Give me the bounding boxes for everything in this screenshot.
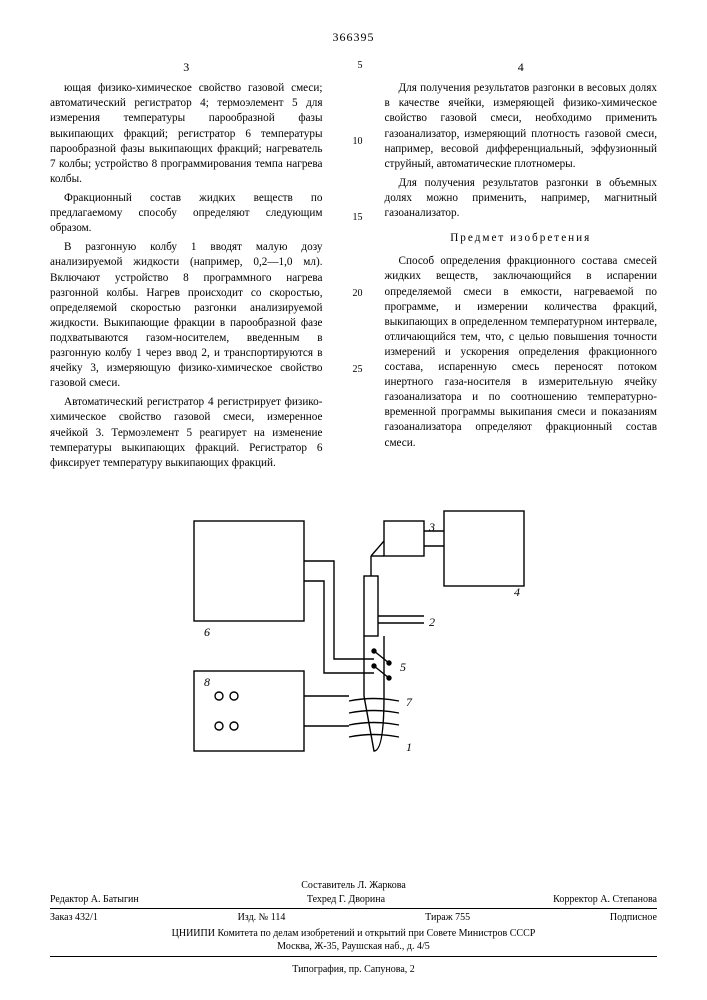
label-3-icon: 3 [428,520,435,534]
left-para-4: Автоматический регистратор 4 регистрируе… [50,395,323,471]
left-para-2: Фракционный состав жидких веществ по пре… [50,191,323,236]
footer-izd: Изд. № 114 [238,911,286,925]
box-3 [384,521,424,556]
box-4 [444,511,524,586]
label-6-icon: 6 [204,625,210,639]
box-6 [194,521,304,621]
label-8-icon: 8 [204,675,210,689]
label-7-icon: 7 [406,695,413,709]
line-numbers: 5 10 15 20 25 [345,59,363,475]
line-num: 10 [345,135,363,211]
footer-techred: Техред Г. Дворина [307,893,385,907]
schematic-svg: 3 4 2 5 7 1 6 8 [174,501,534,801]
subject-title: Предмет изобретения [385,231,658,246]
left-column: 3 ющая физико-химическое свойство газово… [50,59,323,475]
patent-page: 366395 3 ющая физико-химическое свойство… [0,0,707,1000]
footer-address: Москва, Ж-35, Раушская наб., д. 4/5 [50,940,657,954]
footer-tiraz: Тираж 755 [425,911,470,925]
footer-order: Заказ 432/1 [50,911,98,925]
label-4-icon: 4 [514,585,520,599]
line-num: 15 [345,211,363,287]
footer: Составитель Л. Жаркова Редактор А. Батыг… [50,877,657,976]
text-columns: 3 ющая физико-химическое свойство газово… [50,59,657,475]
label-1-icon: 1 [406,740,412,754]
right-column: 4 Для получения результатов разгонки в в… [385,59,658,475]
left-para-3: В разгонную колбу 1 вводят малую дозу ан… [50,240,323,391]
label-2-icon: 2 [429,615,435,629]
footer-compiler: Составитель Л. Жаркова [50,879,657,893]
footer-editor: Редактор А. Батыгин [50,893,139,907]
measuring-cell [364,576,378,636]
line-num: 25 [345,363,363,439]
footer-podpisnoe: Подписное [610,911,657,925]
left-para-1: ющая физико-химическое свойство газовой … [50,81,323,187]
box-8 [194,671,304,751]
right-para-2: Для получения результатов разгонки в объ… [385,176,658,221]
heater-coil [349,698,399,737]
document-number: 366395 [50,30,657,45]
line-num: 20 [345,287,363,363]
footer-org: ЦНИИПИ Комитета по делам изобретений и о… [50,927,657,941]
footer-corrector: Корректор А. Степанова [553,893,657,907]
line-num: 5 [345,59,363,135]
label-5-icon: 5 [400,660,406,674]
right-para-1: Для получения результатов разгонки в вес… [385,81,658,172]
left-page-num: 3 [50,59,323,75]
right-page-num: 4 [385,59,658,75]
footer-typography: Типография, пр. Сапунова, 2 [50,963,657,977]
schematic-figure: 3 4 2 5 7 1 6 8 [174,501,534,801]
right-para-3: Способ определения фракционного состава … [385,254,658,450]
